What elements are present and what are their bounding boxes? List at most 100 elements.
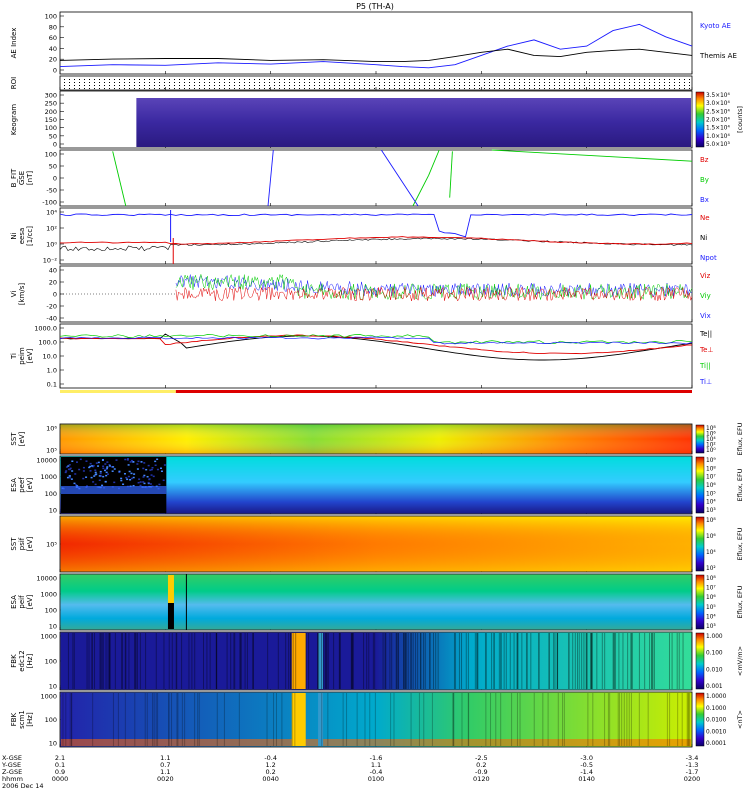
roi-dot: [164, 82, 165, 83]
fbk-e-stripe: [73, 633, 75, 689]
fbk-b-stripe: [171, 693, 173, 746]
ytick-label: 60: [49, 34, 57, 42]
roi-dot: [549, 85, 550, 86]
ylabel: psif: [18, 537, 26, 550]
fbk-e-stripe: [417, 633, 419, 689]
roi-dot: [79, 88, 80, 89]
fbk-e-stripe: [252, 633, 254, 689]
colorbar-tick: 10⁶: [706, 482, 716, 489]
panel-ni: Ni eesa [1/cc] 10⁴ 10² 10⁰ 10⁻²: [10, 207, 693, 265]
esa-e-pixel: [95, 462, 98, 464]
roi-dot: [119, 82, 120, 83]
roi-dot: [179, 88, 180, 89]
roi-dot: [494, 82, 495, 83]
fbk-b-stripe: [666, 693, 668, 746]
roi-dot: [634, 88, 635, 89]
fbk-e-stripe: [591, 633, 593, 689]
fbk-b-stripe: [467, 693, 469, 746]
colorbar-tick: 10²: [706, 442, 716, 449]
fbk-b-stripe: [346, 693, 348, 746]
footer-value: -1.7: [686, 768, 699, 776]
fbk-e-stripe: [233, 633, 235, 689]
roi-dot: [99, 79, 100, 80]
ylabel: [eV]: [26, 536, 34, 551]
roi-dot: [104, 85, 105, 86]
esa-e-pixel: [102, 465, 105, 468]
fbk-e-burst: [291, 633, 306, 689]
fbk-e-stripe: [295, 633, 297, 689]
footer-value: 0020: [157, 775, 174, 783]
footer-value: -1.6: [370, 754, 383, 762]
footer-value: 0.2: [265, 768, 275, 776]
roi-dot: [689, 79, 690, 80]
roi-dot: [384, 88, 385, 89]
fbk-b-low-band: [61, 739, 691, 746]
esa-e-pixel: [90, 476, 93, 479]
series-viz: [175, 286, 693, 302]
roi-dot: [444, 82, 445, 83]
roi-dot: [614, 82, 615, 83]
roi-dot: [614, 79, 615, 80]
fbk-e-stripe: [206, 633, 208, 689]
fbk-e-stripe: [682, 633, 684, 689]
roi-dot: [159, 85, 160, 86]
fbk-e-stripe: [325, 633, 327, 689]
roi-dot: [349, 82, 350, 83]
roi-dot: [69, 85, 70, 86]
fbk-e-stripe: [612, 633, 614, 689]
ytick-label: 80: [49, 23, 57, 31]
roi-dot: [544, 79, 545, 80]
roi-dot: [209, 88, 210, 89]
roi-dot: [169, 88, 170, 89]
fbk-e-stripe: [339, 633, 341, 689]
roi-dot: [309, 79, 310, 80]
roi-dot: [589, 82, 590, 83]
ytick-label: 300: [45, 92, 57, 100]
roi-dot: [299, 85, 300, 86]
roi-dot: [249, 85, 250, 86]
esa-e-pixel: [94, 483, 97, 486]
fbk-b-stripe: [177, 693, 179, 746]
ytick-label: 10⁰: [46, 241, 57, 249]
footer-value: 0.9: [55, 768, 65, 776]
roi-dot: [274, 88, 275, 89]
roi-dot: [394, 88, 395, 89]
roi-dot: [109, 85, 110, 86]
colorbar-tick: 10⁸: [706, 575, 716, 582]
fbk-e-stripe: [91, 633, 93, 689]
colorbar-label: Eflux, EFU: [736, 585, 744, 618]
roi-dot: [74, 88, 75, 89]
roi-dot: [199, 79, 200, 80]
fbk-e-stripe: [493, 633, 495, 689]
roi-dot: [99, 82, 100, 83]
roi-dot: [514, 79, 515, 80]
roi-dot: [584, 88, 585, 89]
esa-e-pixel: [147, 464, 150, 467]
fbk-e-stripe: [134, 633, 136, 689]
fbk-e-stripe: [410, 633, 412, 689]
roi-dot: [84, 79, 85, 80]
roi-dot: [379, 85, 380, 86]
roi-dot: [634, 82, 635, 83]
spectrogram-fbk_b: [60, 692, 692, 747]
roi-dot: [649, 85, 650, 86]
ylabel: SST: [10, 537, 18, 551]
roi-dot: [654, 85, 655, 86]
ytick-label: 100: [45, 490, 57, 498]
esa-e-pixel: [70, 478, 73, 480]
fbk-e-stripe: [215, 633, 217, 689]
esa-e-pixel: [126, 458, 129, 460]
roi-dot: [659, 85, 660, 86]
fbk-e-stripe: [403, 633, 405, 689]
roi-dot: [689, 88, 690, 89]
roi-dot: [529, 88, 530, 89]
roi-dot: [509, 88, 510, 89]
fbk-b-stripe: [152, 693, 154, 746]
series-bx: [380, 149, 419, 207]
fbk-e-stripe: [389, 633, 391, 689]
esa-e-pixel: [79, 458, 82, 461]
colorbar-label: Eflux, EFU: [736, 468, 744, 501]
fbk-b-stripe: [681, 693, 683, 746]
roi-dot: [89, 82, 90, 83]
panel-bfit: B_FIT GSE [nT] 100 50 0 -50 -100: [10, 149, 693, 207]
